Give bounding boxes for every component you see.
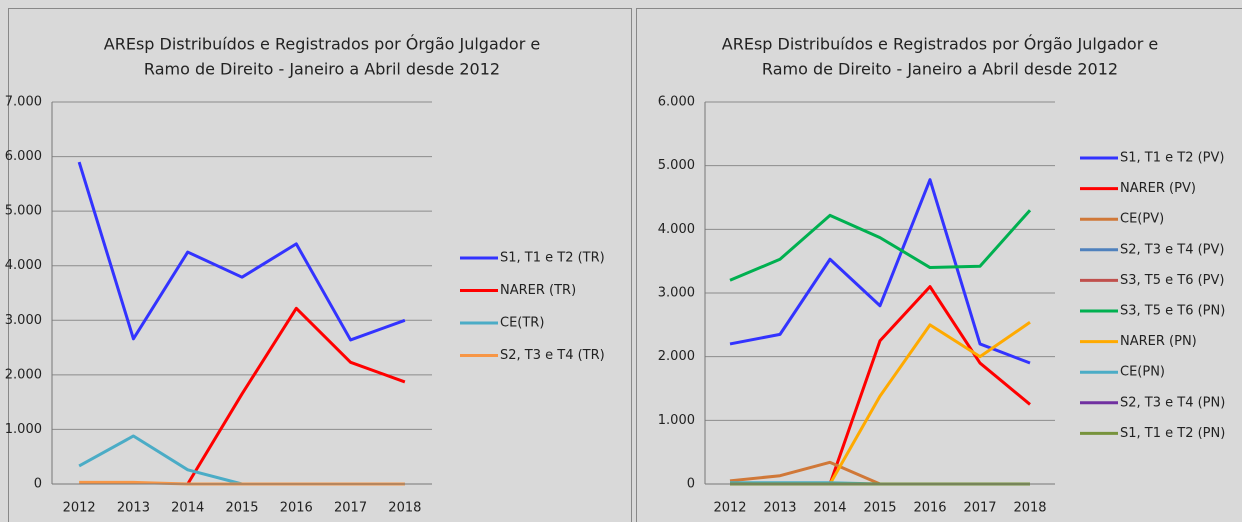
legend-label: NARER (TR) xyxy=(500,283,576,298)
chart-panel xyxy=(636,8,1242,522)
legend-label: S1, T1 e T2 (TR) xyxy=(500,251,605,266)
legend-label: S2, T3 e T4 (TR) xyxy=(500,348,605,363)
y-tick-label: 7.000 xyxy=(5,95,42,110)
legend-label: CE(PV) xyxy=(1120,212,1164,227)
x-tick-label: 2015 xyxy=(863,501,896,516)
x-tick-label: 2018 xyxy=(388,501,421,516)
legend-label: S2, T3 e T4 (PV) xyxy=(1120,242,1224,257)
y-tick-label: 5.000 xyxy=(5,204,42,219)
legend-label: NARER (PV) xyxy=(1120,181,1196,196)
x-tick-label: 2015 xyxy=(225,501,258,516)
y-tick-label: 4.000 xyxy=(658,222,695,237)
series-line xyxy=(729,209,1032,282)
x-tick-label: 2013 xyxy=(763,501,796,516)
y-tick-label: 0 xyxy=(34,477,42,492)
chart-title: Ramo de Direito - Janeiro a Abril desde … xyxy=(144,60,500,79)
legend-label: NARER (PN) xyxy=(1120,334,1197,349)
x-tick-label: 2017 xyxy=(334,501,367,516)
x-tick-label: 2016 xyxy=(913,501,946,516)
y-tick-label: 1.000 xyxy=(5,422,42,437)
x-tick-label: 2012 xyxy=(713,501,746,516)
y-tick-label: 0 xyxy=(687,477,695,492)
y-tick-label: 4.000 xyxy=(5,258,42,273)
x-tick-label: 2013 xyxy=(117,501,150,516)
x-tick-label: 2016 xyxy=(280,501,313,516)
series-line xyxy=(77,161,406,342)
y-tick-label: 2.000 xyxy=(658,349,695,364)
legend-label: CE(TR) xyxy=(500,316,544,331)
y-tick-label: 5.000 xyxy=(658,158,695,173)
y-tick-label: 6.000 xyxy=(658,95,695,110)
legend-label: S3, T5 e T6 (PN) xyxy=(1120,304,1225,319)
legend-label: S1, T1 e T2 (PN) xyxy=(1120,426,1225,441)
series-line xyxy=(729,178,1031,365)
y-tick-label: 6.000 xyxy=(5,149,42,164)
series-line xyxy=(186,306,406,485)
legend-label: S1, T1 e T2 (PV) xyxy=(1120,151,1224,166)
legend-label: S3, T5 e T6 (PV) xyxy=(1120,273,1224,288)
x-tick-label: 2012 xyxy=(63,501,96,516)
legend-label: CE(PN) xyxy=(1120,365,1165,380)
y-tick-label: 2.000 xyxy=(5,367,42,382)
x-tick-label: 2018 xyxy=(1013,501,1046,516)
y-tick-label: 3.000 xyxy=(5,313,42,328)
series-line xyxy=(828,285,1031,485)
x-tick-label: 2014 xyxy=(813,501,846,516)
series-line xyxy=(828,321,1031,485)
y-tick-label: 3.000 xyxy=(658,286,695,301)
chart-title: AREsp Distribuídos e Registrados por Órg… xyxy=(104,35,540,54)
x-tick-label: 2014 xyxy=(171,501,204,516)
y-tick-label: 1.000 xyxy=(658,413,695,428)
x-tick-label: 2017 xyxy=(963,501,996,516)
chart-title: AREsp Distribuídos e Registrados por Órg… xyxy=(722,35,1158,54)
legend-label: S2, T3 e T4 (PN) xyxy=(1120,395,1225,410)
chart-title: Ramo de Direito - Janeiro a Abril desde … xyxy=(762,60,1118,79)
